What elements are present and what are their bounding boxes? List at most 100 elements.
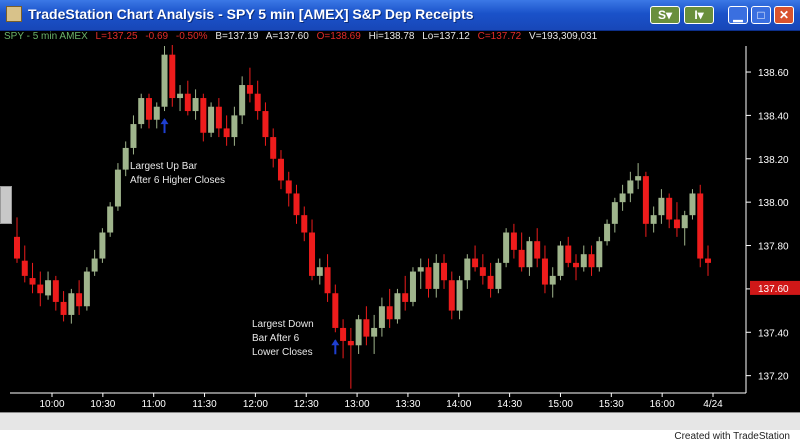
candle	[487, 262, 494, 298]
candle-body	[285, 180, 292, 194]
candle-body	[464, 258, 471, 281]
price-chart[interactable]: 138.60 138.40 138.20 138.00 137.80 137.60 137.…	[0, 0, 800, 430]
percent-change: -0.50%	[175, 31, 208, 42]
x-tick-label: 10:30	[90, 399, 115, 410]
maximize-button[interactable]: □	[751, 6, 771, 24]
candle-body	[324, 267, 331, 294]
app-icon	[6, 6, 22, 22]
candle-body	[192, 98, 199, 112]
candle-body	[177, 93, 184, 99]
s-menu-button[interactable]: S▾	[650, 6, 680, 24]
candle	[495, 258, 502, 294]
candle-body	[277, 158, 284, 181]
y-tick-label: 138.40	[758, 111, 789, 122]
candle	[231, 106, 238, 146]
x-tick-label: 14:00	[446, 399, 471, 410]
candle-body	[293, 193, 300, 216]
candle	[309, 219, 316, 281]
candle	[223, 115, 230, 146]
candle	[254, 80, 261, 120]
y-tick-label: 138.20	[758, 155, 789, 166]
current-price-box	[750, 280, 800, 295]
candle-body	[479, 267, 486, 276]
candle-body	[21, 260, 28, 276]
x-tick-label: 16:00	[650, 399, 675, 410]
candle	[588, 245, 595, 276]
candle	[83, 267, 90, 311]
y-tick-label: 137.20	[758, 372, 789, 383]
candle-body	[503, 232, 510, 263]
bid-price: B=137.19	[215, 31, 259, 42]
candle-body	[29, 278, 36, 285]
candle	[526, 236, 533, 276]
candle	[324, 254, 331, 302]
candle-body	[588, 254, 595, 268]
candle	[60, 291, 67, 322]
candle-body	[495, 262, 502, 289]
candle-body	[425, 267, 432, 289]
annotation-largest-up-bar: Largest Up Bar After 6 Higher Closes	[130, 160, 225, 188]
candle-body	[697, 193, 704, 259]
x-tick-label: 12:00	[243, 399, 268, 410]
current-price-label: 137.60	[758, 284, 789, 295]
time-scrollbar[interactable]	[0, 412, 800, 430]
candle	[479, 254, 486, 285]
close-price: C=137.72	[477, 31, 522, 42]
candle-body	[433, 262, 440, 289]
candle	[394, 288, 401, 324]
candle-body	[658, 197, 665, 216]
open-price: O=138.69	[316, 31, 361, 42]
i-menu-button[interactable]: I▾	[684, 6, 714, 24]
candle-body	[184, 93, 191, 112]
candle	[673, 202, 680, 237]
candle	[378, 297, 385, 337]
close-button[interactable]: ✕	[774, 6, 794, 24]
candle	[448, 271, 455, 320]
candle	[417, 258, 424, 289]
candle-body	[270, 137, 277, 159]
minimize-button[interactable]: ▁	[728, 6, 748, 24]
candle-body	[604, 223, 611, 242]
candle-body	[45, 280, 52, 296]
candle	[503, 228, 510, 268]
candle-body	[378, 306, 385, 328]
candle	[332, 284, 339, 333]
candle-body	[14, 236, 20, 259]
candle	[596, 236, 603, 272]
candle	[130, 115, 137, 155]
candle-body	[487, 275, 494, 289]
candle-body	[510, 232, 517, 250]
y-tick-label: 138.00	[758, 198, 789, 209]
candle	[425, 258, 432, 298]
candle	[371, 314, 378, 354]
candle-body	[417, 267, 424, 272]
candle-body	[153, 106, 160, 120]
x-tick-label: 15:30	[599, 399, 624, 410]
candle-body	[526, 241, 533, 268]
candle-body	[441, 262, 448, 281]
annotation-line: Bar After 6	[252, 333, 300, 344]
title-bar[interactable]: TradeStation Chart Analysis - SPY 5 min …	[0, 0, 800, 31]
candle-body	[409, 271, 416, 302]
candle	[76, 280, 83, 315]
candle	[277, 150, 284, 190]
candle-body	[681, 215, 688, 229]
left-scroll-handle[interactable]	[0, 186, 12, 224]
candle	[541, 245, 548, 294]
candle-body	[316, 267, 323, 276]
low-price: Lo=137.12	[422, 31, 470, 42]
candle	[122, 141, 129, 177]
high-price: Hi=138.78	[368, 31, 415, 42]
candle-body	[239, 85, 246, 116]
candle-body	[223, 128, 230, 138]
candle	[161, 46, 168, 112]
ask-price: A=137.60	[265, 31, 309, 42]
candle-body	[301, 215, 308, 233]
candle	[355, 314, 362, 354]
x-tick-label: 13:00	[345, 399, 370, 410]
candle	[642, 171, 649, 237]
candle-body	[650, 215, 657, 224]
candle	[573, 254, 580, 281]
y-tick-label: 137.80	[758, 242, 789, 253]
candle	[549, 267, 556, 298]
